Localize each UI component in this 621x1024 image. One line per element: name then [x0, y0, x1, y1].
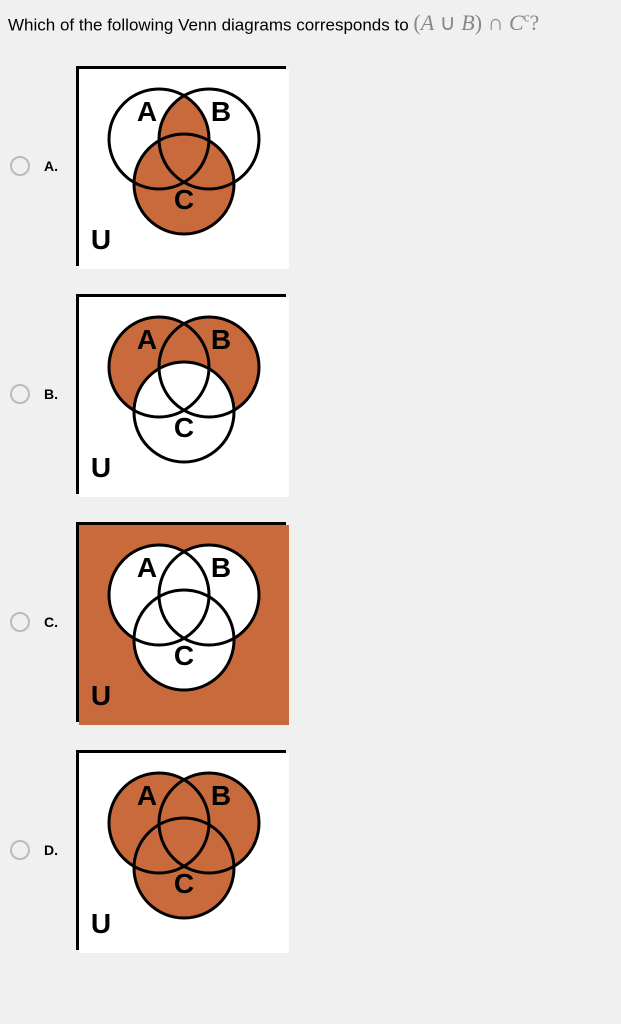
svg-text:U: U [91, 680, 111, 711]
svg-text:U: U [91, 452, 111, 483]
svg-text:B: B [211, 780, 231, 811]
option-label-A: A. [44, 158, 62, 174]
svg-text:B: B [211, 552, 231, 583]
options-container: A. A B C U B. [0, 46, 621, 988]
option-A[interactable]: A. A B C U [10, 66, 611, 266]
venn-diagram-C: A B C U [76, 522, 286, 722]
venn-diagram-B: A B C U [76, 294, 286, 494]
radio-C[interactable] [10, 612, 30, 632]
svg-text:B: B [211, 96, 231, 127]
option-label-D: D. [44, 842, 62, 858]
svg-text:A: A [137, 96, 157, 127]
svg-text:A: A [137, 324, 157, 355]
svg-text:B: B [211, 324, 231, 355]
svg-text:C: C [174, 412, 194, 443]
svg-text:A: A [137, 780, 157, 811]
svg-text:C: C [174, 640, 194, 671]
svg-text:U: U [91, 908, 111, 939]
venn-diagram-D: A B C U [76, 750, 286, 950]
question-prefix: Which of the following Venn diagrams cor… [8, 15, 413, 34]
svg-text:C: C [174, 184, 194, 215]
radio-A[interactable] [10, 156, 30, 176]
question-formula: (A ∪ B) ∩ Cc? [413, 10, 539, 35]
radio-D[interactable] [10, 840, 30, 860]
option-label-B: B. [44, 386, 62, 402]
venn-diagram-A: A B C U [76, 66, 286, 266]
option-B[interactable]: B. A B C U [10, 294, 611, 494]
svg-text:C: C [174, 868, 194, 899]
question-text: Which of the following Venn diagrams cor… [0, 0, 621, 46]
option-C[interactable]: C. A B C U [10, 522, 611, 722]
option-label-C: C. [44, 614, 62, 630]
svg-text:U: U [91, 224, 111, 255]
radio-B[interactable] [10, 384, 30, 404]
option-D[interactable]: D. A B C U [10, 750, 611, 950]
svg-text:A: A [137, 552, 157, 583]
